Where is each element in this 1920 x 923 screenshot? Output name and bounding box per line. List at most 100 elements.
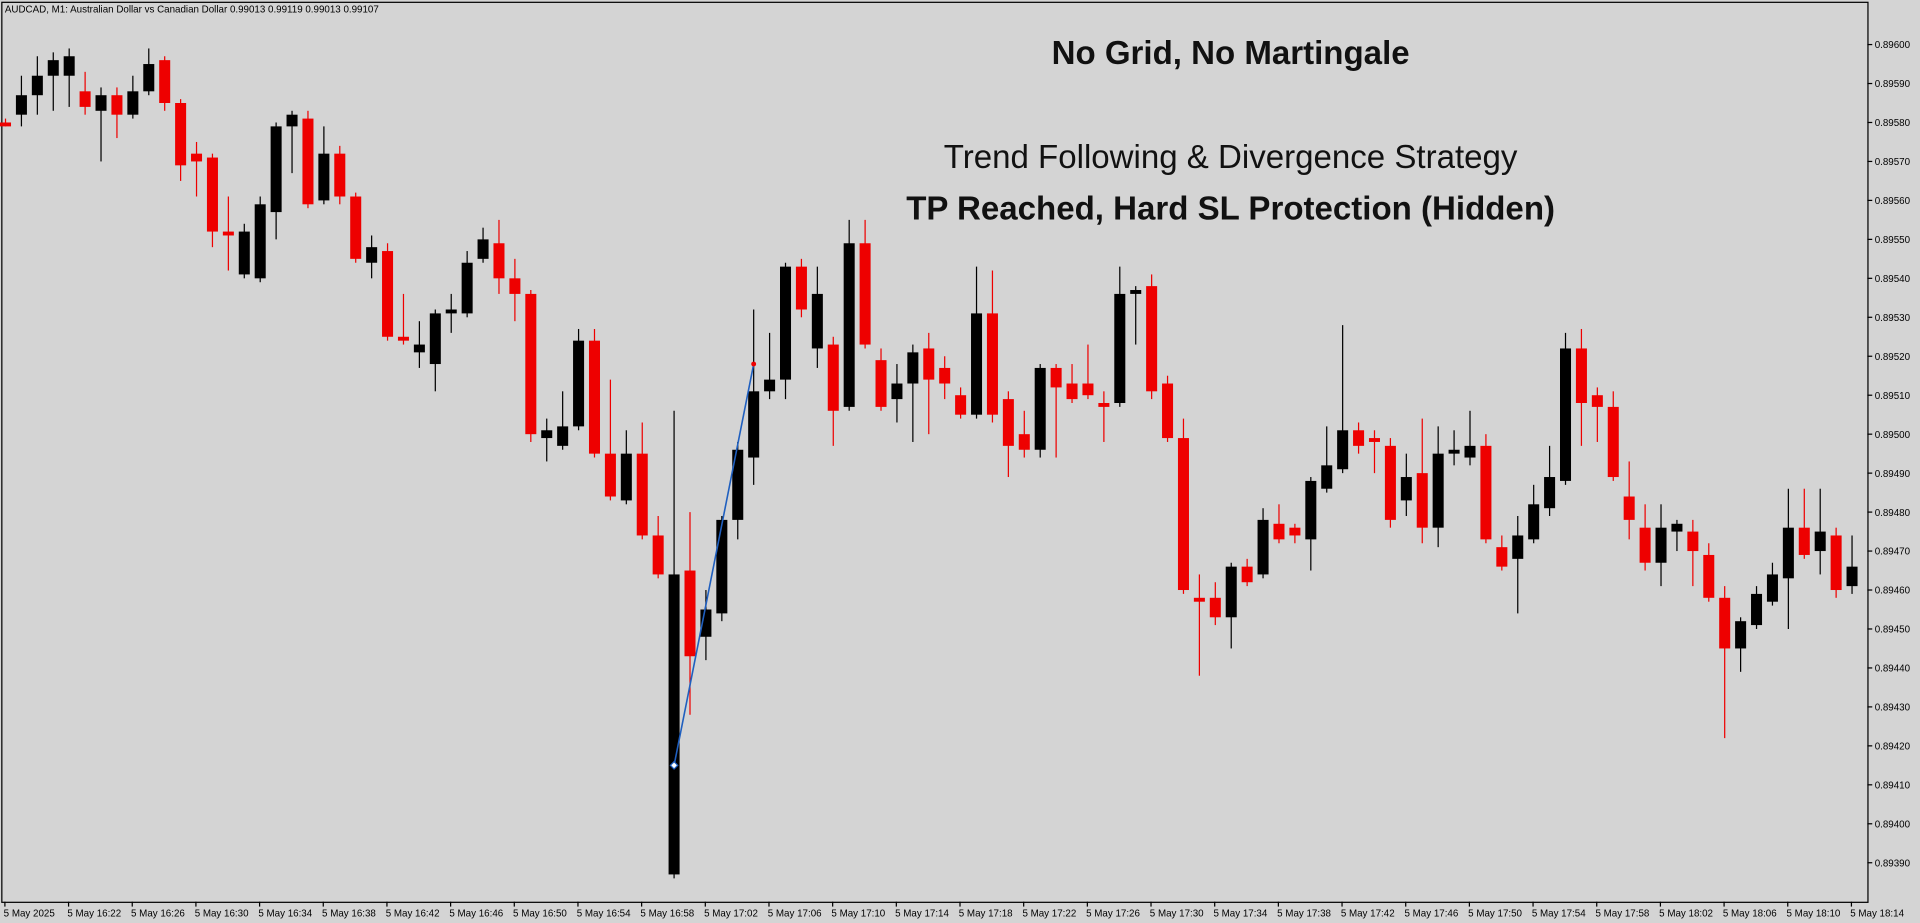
candle-body [986, 313, 998, 415]
x-tick-label: 5 May 18:06 [1723, 908, 1777, 919]
candle-body [1496, 547, 1508, 567]
y-tick-label: 0.89580 [1875, 118, 1911, 129]
annotation: TP Reached, Hard SL Protection (Hidden) [906, 191, 1555, 228]
candle-body [939, 367, 951, 384]
candle-body [127, 91, 139, 115]
x-tick-label: 5 May 16:50 [513, 908, 567, 919]
candle-body [1751, 593, 1763, 626]
candle-body [47, 60, 59, 76]
candle-body [1782, 527, 1794, 579]
candle-body [604, 453, 616, 497]
candle-body [1687, 531, 1699, 552]
candle-body [1098, 403, 1110, 407]
candle-body [1066, 383, 1078, 400]
y-tick-label: 0.89490 [1875, 469, 1911, 480]
candle-body [397, 336, 409, 341]
x-tick-label: 5 May 17:14 [895, 908, 949, 919]
candle-body [1384, 445, 1396, 520]
x-tick-label: 5 May 2025 [4, 908, 56, 919]
candle-body [1560, 348, 1572, 481]
trade-exit [751, 361, 757, 367]
x-tick-label: 5 May 16:26 [131, 908, 185, 919]
candle-body [334, 153, 346, 197]
y-tick-label: 0.89470 [1875, 547, 1911, 558]
candle-body [732, 449, 744, 520]
candle-body [79, 91, 91, 107]
candle-body [1639, 527, 1651, 563]
x-tick-label: 5 May 17:34 [1213, 908, 1267, 919]
candle-body [254, 204, 266, 279]
candle-body [1400, 477, 1412, 501]
candle-body [541, 430, 553, 439]
candles [0, 48, 1858, 879]
candle-body [955, 395, 967, 415]
candle-body [302, 118, 314, 205]
y-tick-label: 0.89390 [1875, 858, 1911, 869]
candle-body [652, 535, 664, 575]
y-tick-label: 0.89600 [1875, 40, 1911, 51]
candle-body [573, 340, 585, 427]
x-tick-label: 5 May 17:46 [1404, 908, 1458, 919]
candle-body [0, 122, 12, 127]
x-tick-label: 5 May 16:38 [322, 908, 376, 919]
candle-body [1846, 566, 1858, 587]
candle-body [429, 313, 441, 365]
symbol-header: AUDCAD, M1: Australian Dollar vs Canadia… [5, 5, 379, 16]
candle-body [684, 570, 696, 657]
candle-body [31, 75, 43, 96]
candle-body [668, 574, 680, 875]
candle-body [780, 266, 792, 380]
x-tick-label: 5 May 17:18 [959, 908, 1013, 919]
candle-body [1591, 395, 1603, 407]
candle-body [159, 60, 171, 104]
x-tick-label: 5 May 18:14 [1850, 908, 1904, 919]
y-tick-label: 0.89590 [1875, 79, 1911, 90]
y-tick-label: 0.89540 [1875, 274, 1911, 285]
candle-body [1830, 535, 1842, 591]
candle-body [206, 157, 218, 232]
x-tick-label: 5 May 17:58 [1596, 908, 1650, 919]
candle-body [700, 609, 712, 637]
candle-body [1735, 621, 1747, 649]
y-tick-label: 0.89460 [1875, 586, 1911, 597]
candle-body [493, 243, 505, 279]
candle-body [1050, 367, 1062, 388]
candle-body [1082, 383, 1094, 396]
candle-body [509, 278, 521, 294]
x-tick-label: 5 May 16:46 [449, 908, 503, 919]
candle-body [795, 266, 807, 310]
candle-body [1432, 453, 1444, 528]
candle-body [620, 453, 632, 501]
x-tick-label: 5 May 17:06 [768, 908, 822, 919]
trade-line [673, 363, 755, 766]
x-tick-label: 5 May 17:22 [1022, 908, 1076, 919]
y-tick-label: 0.89420 [1875, 742, 1911, 753]
y-tick-label: 0.89400 [1875, 819, 1911, 830]
candle-body [859, 243, 871, 345]
candle-body [636, 453, 648, 536]
x-tick-label: 5 May 17:30 [1150, 908, 1204, 919]
candle-body [588, 340, 600, 454]
candle-body [222, 231, 234, 236]
candle-body [1177, 438, 1189, 591]
candle-body [1798, 527, 1810, 555]
candle-body [1162, 383, 1174, 439]
candle-body [1321, 465, 1333, 489]
candle-body [891, 383, 903, 400]
candle-body [1368, 438, 1380, 442]
candle-body [557, 426, 569, 446]
y-tick-label: 0.89480 [1875, 508, 1911, 519]
trade-entry [669, 760, 679, 770]
x-tick-label: 5 May 17:02 [704, 908, 758, 919]
x-tick-label: 5 May 17:50 [1468, 908, 1522, 919]
y-tick-label: 0.89500 [1875, 430, 1911, 441]
candle-body [1464, 445, 1476, 458]
candle-body [1209, 597, 1221, 618]
x-tick-label: 5 May 16:58 [640, 908, 694, 919]
x-tick-label: 5 May 16:30 [195, 908, 249, 919]
candle-body [270, 126, 282, 213]
candle-body [461, 262, 473, 314]
candle-body [1655, 527, 1667, 563]
chart-title: No Grid, No Martingale [1052, 35, 1410, 72]
